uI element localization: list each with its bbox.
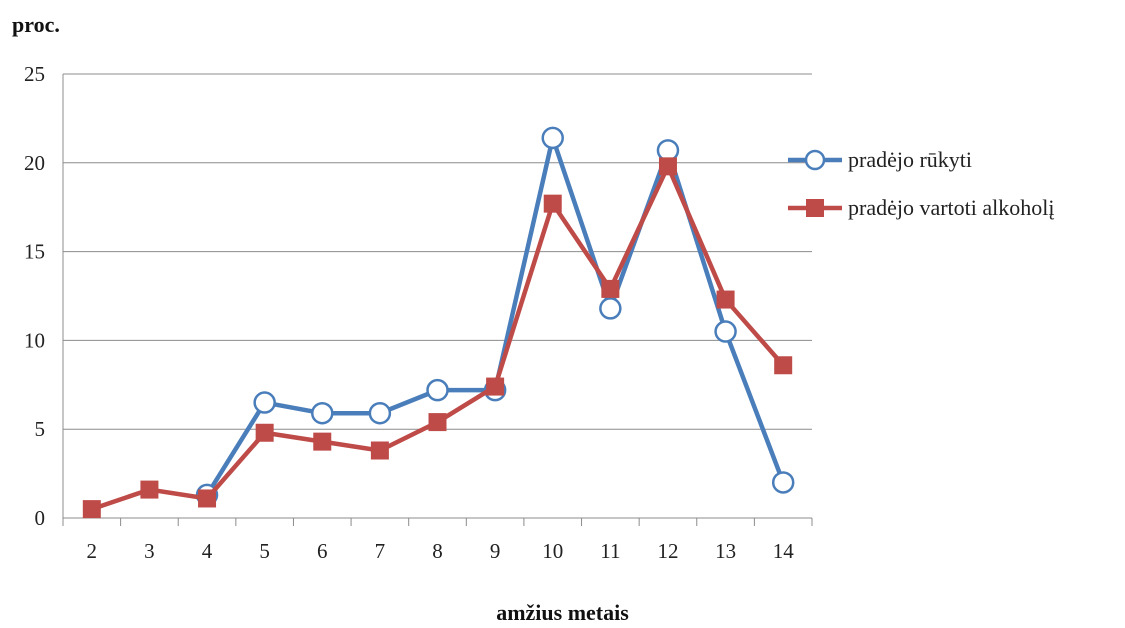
data-point: [140, 480, 159, 499]
data-point: [541, 126, 564, 150]
data-point: [313, 432, 332, 451]
x-tick-label: 4: [202, 539, 213, 563]
x-axis-label: amžius metais: [496, 600, 629, 625]
data-point: [198, 489, 217, 508]
x-tick-label: 5: [259, 539, 270, 563]
data-point: [370, 441, 389, 460]
y-tick-label: 25: [24, 62, 45, 86]
data-point: [716, 290, 735, 309]
data-point: [255, 423, 274, 442]
x-tick-label: 11: [600, 539, 620, 563]
data-point: [714, 320, 737, 343]
grid-lines: [63, 73, 812, 430]
legend-marker: [806, 199, 824, 217]
axes: [62, 74, 813, 526]
y-tick-label: 20: [24, 151, 45, 175]
series-lines: [82, 126, 795, 519]
x-tick-label: 10: [542, 539, 563, 563]
x-tick-label: 8: [432, 539, 443, 563]
data-point: [771, 471, 795, 494]
x-tick-labels: 2 3 4 5 6 7 8 9 10 11 12 13 14: [87, 539, 795, 563]
data-point: [543, 194, 562, 213]
data-point: [426, 378, 449, 402]
data-point: [486, 377, 505, 396]
legend-marker: [804, 149, 826, 171]
data-point: [599, 297, 622, 320]
y-tick-label: 0: [35, 506, 46, 530]
legend-entry-1: pradėjo rūkyti: [788, 147, 972, 172]
legend: pradėjo rūkyti pradėjo vartoti alkoholį: [788, 147, 1055, 220]
data-point: [253, 391, 276, 414]
x-tick-label: 12: [657, 539, 678, 563]
legend-entry-2: pradėjo vartoti alkoholį: [788, 195, 1055, 220]
data-point: [368, 401, 392, 425]
y-tick-label: 5: [35, 417, 46, 441]
data-point: [658, 157, 677, 176]
series-1: [195, 126, 795, 507]
x-tick-label: 14: [773, 539, 795, 563]
x-tick-label: 13: [715, 539, 736, 563]
legend-label: pradėjo vartoti alkoholį: [848, 195, 1055, 220]
series-line: [91, 164, 785, 512]
series-line: [205, 135, 786, 497]
legend-label: pradėjo rūkyti: [848, 147, 972, 172]
data-point: [428, 413, 447, 432]
x-tick-label: 3: [144, 539, 155, 563]
x-tick-label: 7: [375, 539, 386, 563]
series-2: [82, 157, 793, 519]
y-tick-labels: 0 5 10 15 20 25: [24, 62, 45, 530]
data-point: [311, 401, 334, 425]
x-tick-label: 9: [490, 539, 501, 563]
y-tick-label: 10: [24, 328, 45, 352]
x-tick-label: 2: [87, 539, 98, 563]
data-point: [82, 500, 101, 519]
data-point: [774, 356, 793, 375]
y-axis-label: proc.: [12, 12, 60, 37]
data-point: [601, 279, 620, 298]
y-tick-label: 15: [24, 240, 45, 264]
x-tick-label: 6: [317, 539, 328, 563]
